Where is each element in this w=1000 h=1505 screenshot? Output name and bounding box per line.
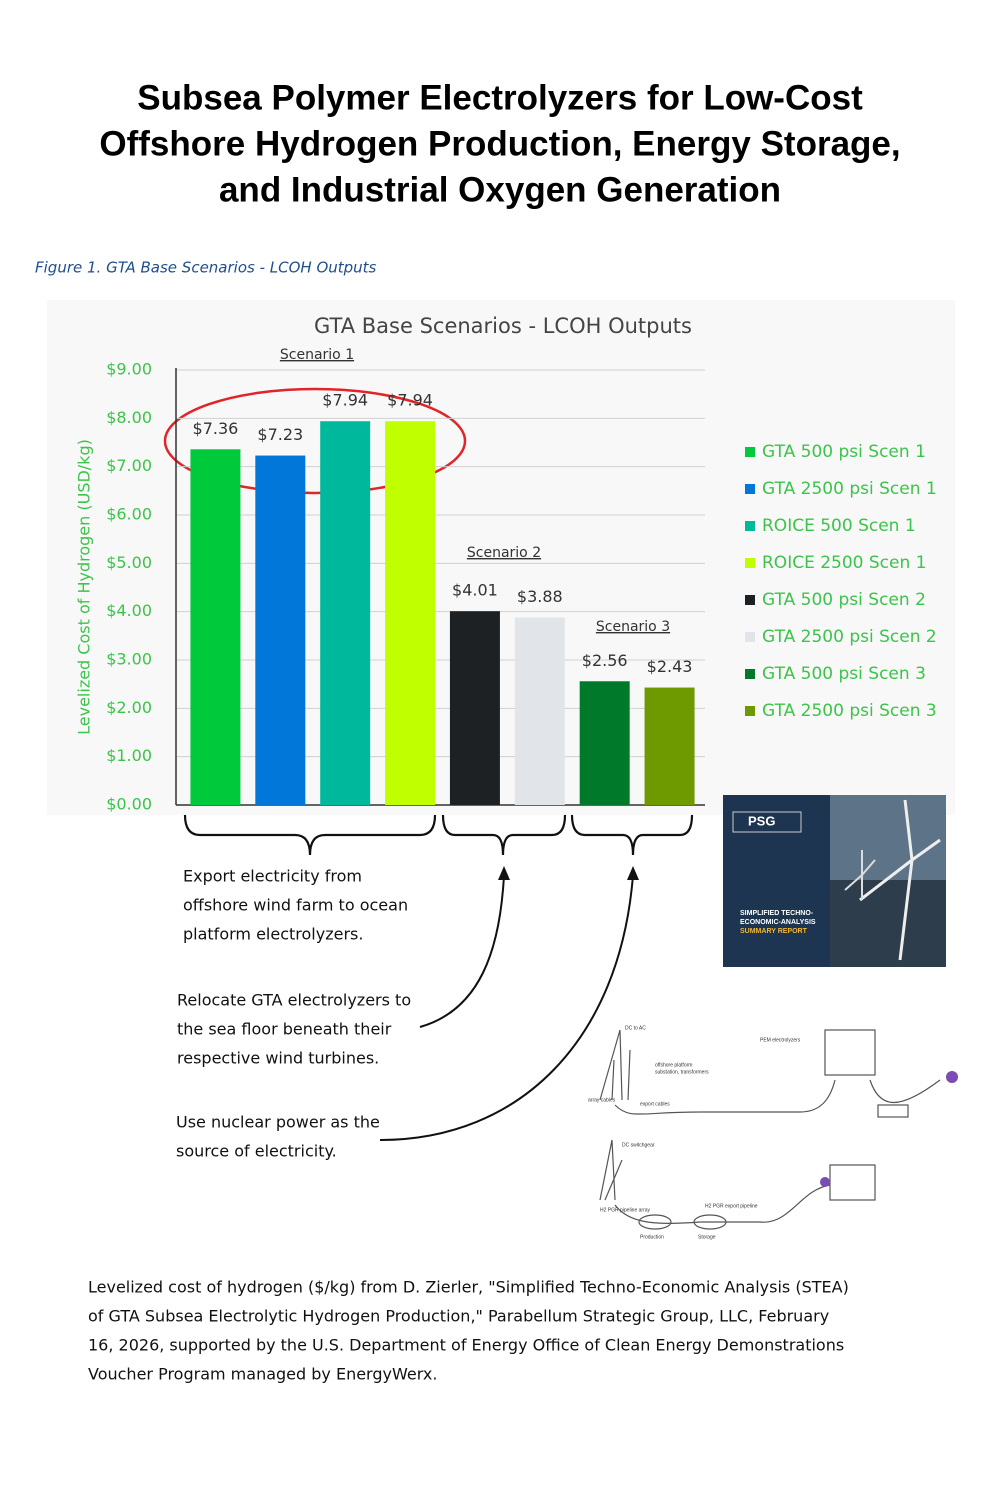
cover-title: SUMMARY REPORT	[740, 928, 808, 935]
scenario-label: Scenario 2	[467, 545, 541, 561]
figure-caption: Figure 1. GTA Base Scenarios - LCOH Outp…	[35, 259, 377, 277]
y-tick-label: $8.00	[106, 408, 152, 427]
diagram-label: DC to AC	[625, 1025, 646, 1031]
value-label: $7.23	[257, 425, 303, 444]
legend-swatch	[745, 484, 755, 494]
legend-label: GTA 500 psi Scen 2	[762, 590, 926, 610]
note-text: the sea floor beneath their	[177, 1020, 392, 1039]
diagram-label: DC switchgear	[622, 1142, 655, 1148]
scenario-label: Scenario 3	[596, 619, 670, 635]
scenario-label: Scenario 1	[280, 347, 354, 363]
footnote: 16, 2026, supported by the U.S. Departme…	[88, 1336, 844, 1355]
arrowheads	[498, 866, 639, 880]
value-label: $2.56	[582, 651, 628, 670]
diagram-label: array cables	[588, 1097, 616, 1103]
brackets	[183, 814, 694, 856]
diagram-label: offshore platform	[655, 1062, 692, 1068]
y-axis-label: Levelized Cost of Hydrogen (USD/kg)	[75, 439, 94, 735]
y-tick-label: $7.00	[106, 456, 152, 475]
diagram-label: PEM electrolyzers	[760, 1037, 801, 1043]
value-label: $3.88	[517, 587, 563, 606]
legend-label: GTA 500 psi Scen 3	[762, 664, 926, 684]
legend-swatch	[745, 669, 755, 679]
y-tick-label: $6.00	[106, 505, 152, 524]
y-tick-label: $5.00	[106, 553, 152, 572]
bar	[449, 611, 500, 805]
diagram-label: export cables	[640, 1101, 670, 1107]
chart-title: GTA Base Scenarios - LCOH Outputs	[314, 314, 692, 338]
y-tick-label: $9.00	[106, 360, 152, 379]
bar	[190, 449, 241, 805]
report-cover	[723, 795, 946, 967]
legend-swatch	[745, 595, 755, 605]
arrows	[379, 874, 634, 1141]
value-label: $7.36	[193, 419, 239, 438]
value-label: $2.43	[647, 657, 693, 676]
note-text: platform electrolyzers.	[183, 925, 363, 944]
note-text: Use nuclear power as the	[176, 1113, 380, 1132]
page-title: Offshore Hydrogen Production, Energy Sto…	[99, 124, 900, 163]
page-title: and Industrial Oxygen Generation	[219, 170, 781, 209]
highlight-ellipse	[163, 387, 467, 495]
legend-label: ROICE 500 Scen 1	[762, 516, 916, 536]
diagram-label: substation, transformers	[655, 1069, 709, 1075]
y-tick-label: $2.00	[106, 698, 152, 717]
footnote: of GTA Subsea Electrolytic Hydrogen Prod…	[88, 1307, 829, 1326]
footnote: Voucher Program managed by EnergyWerx.	[88, 1365, 437, 1384]
y-tick-label: $4.00	[106, 601, 152, 620]
y-tick-label: $0.00	[106, 795, 152, 814]
bar	[385, 421, 436, 805]
diagram-label: Production	[640, 1234, 664, 1240]
legend-label: ROICE 2500 Scen 1	[762, 553, 926, 573]
value-label: $7.94	[322, 391, 368, 410]
bar	[514, 617, 565, 805]
diagram-label: H2 PGR pipeline array	[600, 1207, 651, 1213]
note-text: offshore wind farm to ocean	[183, 896, 408, 915]
legend-label: GTA 2500 psi Scen 2	[762, 627, 937, 647]
legend-swatch	[745, 706, 755, 716]
legend-swatch	[745, 521, 755, 531]
diagram-label: Storage	[698, 1234, 716, 1240]
note-text: source of electricity.	[176, 1142, 337, 1161]
note-text: respective wind turbines.	[177, 1049, 379, 1068]
value-label: $4.01	[452, 581, 498, 600]
cover-title: ECONOMIC-ANALYSIS	[740, 919, 816, 926]
note-text: Export electricity from	[183, 867, 362, 886]
bar	[255, 455, 306, 805]
bar	[320, 421, 371, 805]
h2-icon	[820, 1177, 830, 1187]
cover-brand: PSG	[748, 813, 775, 828]
legend-label: GTA 2500 psi Scen 1	[762, 479, 937, 499]
legend-label: GTA 500 psi Scen 1	[762, 442, 926, 462]
bar	[644, 687, 695, 805]
footnote: Levelized cost of hydrogen ($/kg) from D…	[88, 1278, 849, 1297]
diagram-label: H2 PGR export pipeline	[705, 1203, 758, 1209]
legend-swatch	[745, 447, 755, 457]
cover-title: SIMPLIFIED TECHNO-	[740, 910, 814, 917]
note-text: Relocate GTA electrolyzers to	[177, 991, 411, 1010]
y-tick-label: $3.00	[106, 650, 152, 669]
legend-swatch	[745, 632, 755, 642]
legend-label: GTA 2500 psi Scen 3	[762, 701, 937, 721]
legend-swatch	[745, 558, 755, 568]
bar	[579, 681, 630, 805]
value-label: $7.94	[387, 391, 433, 410]
page-title: Subsea Polymer Electrolyzers for Low-Cos…	[137, 78, 863, 117]
y-tick-label: $1.00	[106, 746, 152, 765]
h2-icon	[946, 1071, 958, 1083]
process-diagram	[599, 1029, 941, 1230]
